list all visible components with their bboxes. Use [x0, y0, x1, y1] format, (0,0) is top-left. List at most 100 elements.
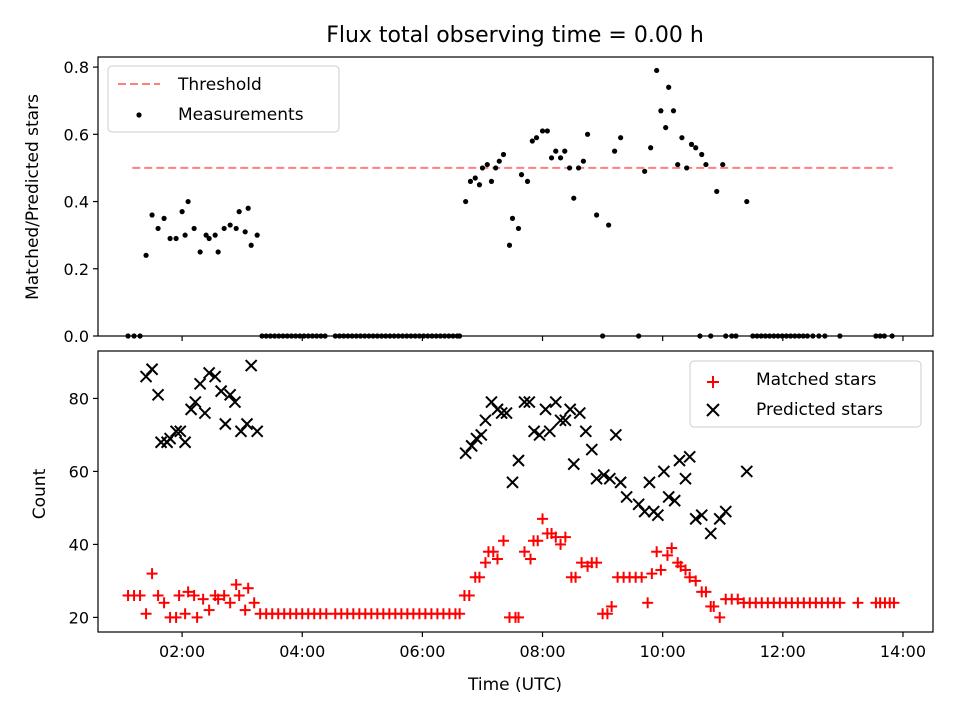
predicted-star-point	[597, 468, 611, 482]
measurement-point	[688, 141, 695, 147]
measurement-point	[437, 333, 444, 339]
predicted-star-point	[740, 465, 753, 478]
threshold-legend-label: Threshold	[177, 75, 262, 95]
bottom-plot-area	[122, 359, 900, 623]
measurement-point	[822, 333, 828, 339]
bottom-y-tick-label: 60	[69, 462, 89, 481]
predicted-star-point	[609, 428, 623, 442]
predicted-star-point	[549, 395, 562, 409]
measurement-point	[762, 333, 768, 339]
measurement-point	[314, 333, 320, 339]
matched-star-point	[680, 564, 692, 576]
matched-star-point	[463, 590, 475, 602]
predicted-star-point	[151, 388, 165, 401]
predicted-star-point	[643, 476, 656, 489]
matched-star-point	[655, 564, 667, 576]
predicted-star-point	[244, 359, 258, 372]
matched-star-point	[732, 593, 744, 605]
measurement-point	[648, 145, 654, 151]
measurement-point	[524, 178, 531, 184]
measurement-point	[297, 333, 303, 339]
measurement-point	[416, 333, 422, 339]
measurement-point	[450, 333, 456, 339]
matched-star-point	[197, 593, 209, 605]
measurement-point	[754, 333, 760, 339]
measurement-point	[242, 229, 248, 235]
matched-star-point	[537, 513, 549, 525]
measurement-point	[654, 67, 660, 74]
predicted-star-point	[174, 425, 187, 438]
bottom-legend: Matched stars Predicted stars	[689, 360, 922, 428]
measurement-point	[562, 148, 568, 154]
predicted-star-point	[208, 370, 222, 383]
predicted-star-point	[651, 509, 665, 522]
chart-title: Flux total observing time = 0.00 h	[326, 23, 704, 48]
top-y-tick-label: 0.2	[64, 260, 89, 279]
predicted-star-point	[620, 490, 633, 504]
predicted-star-point	[178, 436, 192, 449]
predicted-legend-label: Predicted stars	[756, 400, 883, 420]
matched-star-point	[559, 531, 571, 543]
predicted-star-point	[228, 395, 242, 409]
matched-star-point	[651, 546, 663, 558]
measurement-point	[143, 252, 149, 258]
measurement-point	[288, 333, 295, 339]
matched-star-point	[525, 553, 537, 565]
matched-star-point	[218, 590, 230, 602]
predicted-star-point	[554, 414, 567, 427]
measurement-point	[318, 333, 324, 339]
measurement-point	[383, 333, 389, 339]
bottom-y-tick-label: 20	[69, 608, 89, 627]
predicted-star-point	[527, 425, 541, 438]
predicted-star-point	[518, 395, 531, 409]
measurement-point	[182, 232, 188, 238]
matched-star-point	[497, 535, 509, 547]
predicted-star-point	[679, 472, 692, 485]
measurement-point	[584, 131, 591, 137]
measurement-point	[387, 333, 393, 339]
predicted-star-point	[198, 406, 212, 420]
predicted-star-point	[533, 428, 546, 442]
matched-star-point	[684, 571, 696, 583]
measurement-point	[837, 333, 843, 339]
measurement-point	[267, 333, 274, 339]
matched-star-point	[550, 531, 562, 543]
top-y-axis: 0.0 0.2 0.4 0.6 0.8	[64, 58, 98, 346]
predicted-star-point	[465, 439, 478, 453]
measurement-point	[197, 249, 203, 255]
predicted-star-point	[219, 417, 232, 431]
measurement-point	[399, 333, 406, 339]
matched-star-point	[203, 604, 215, 616]
predicted-star-point	[479, 414, 492, 427]
matched-star-point	[473, 571, 485, 583]
bottom-axes-frame	[97, 350, 934, 633]
predicted-star-point	[603, 472, 617, 485]
measurement-point	[775, 333, 781, 339]
measurement-point	[236, 209, 242, 215]
matched-star-point	[852, 597, 864, 609]
measurements-legend-marker	[136, 112, 142, 118]
measurement-point	[173, 235, 179, 242]
matched-star-point	[230, 579, 242, 591]
measurement-point	[484, 161, 490, 168]
measurement-point	[509, 215, 516, 221]
measurement-point	[750, 333, 756, 339]
measurement-point	[191, 225, 197, 232]
matched-star-point	[152, 590, 164, 602]
measurement-point	[280, 333, 286, 339]
measurement-point	[336, 333, 343, 339]
measurement-point	[877, 333, 883, 339]
matched-star-point	[555, 538, 567, 550]
measurement-point	[553, 148, 559, 154]
measurement-point	[518, 172, 525, 178]
predicted-star-point	[695, 509, 708, 522]
matched-star-point	[576, 557, 588, 569]
predicted-star-point	[539, 403, 552, 416]
matched-star-point	[601, 608, 613, 620]
predicted-star-point	[668, 494, 681, 507]
measurement-point	[488, 178, 495, 184]
measurement-point	[391, 333, 397, 339]
measurement-point	[179, 209, 185, 215]
predicted-star-point	[719, 505, 732, 518]
